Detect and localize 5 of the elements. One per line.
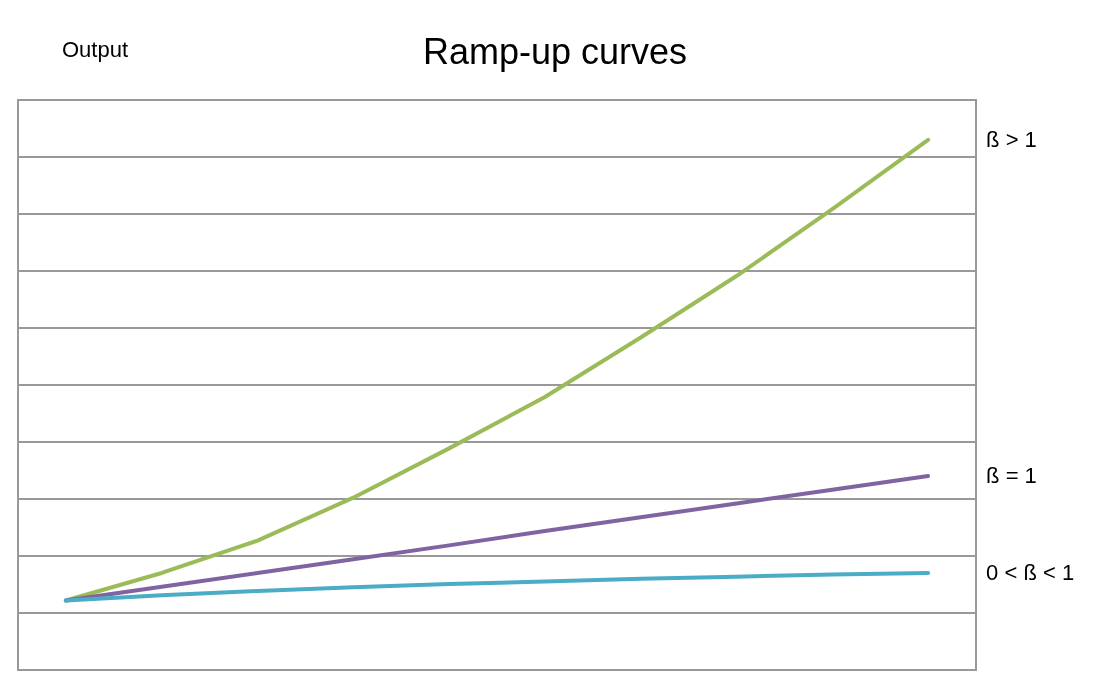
text: ß > 1 <box>986 127 1037 153</box>
chart-title: Ramp-up curves <box>422 30 688 72</box>
text: ß = 1 <box>986 463 1037 489</box>
text: 0 < ß < 1 <box>986 560 1075 586</box>
y-axis-title: Output <box>62 36 129 62</box>
